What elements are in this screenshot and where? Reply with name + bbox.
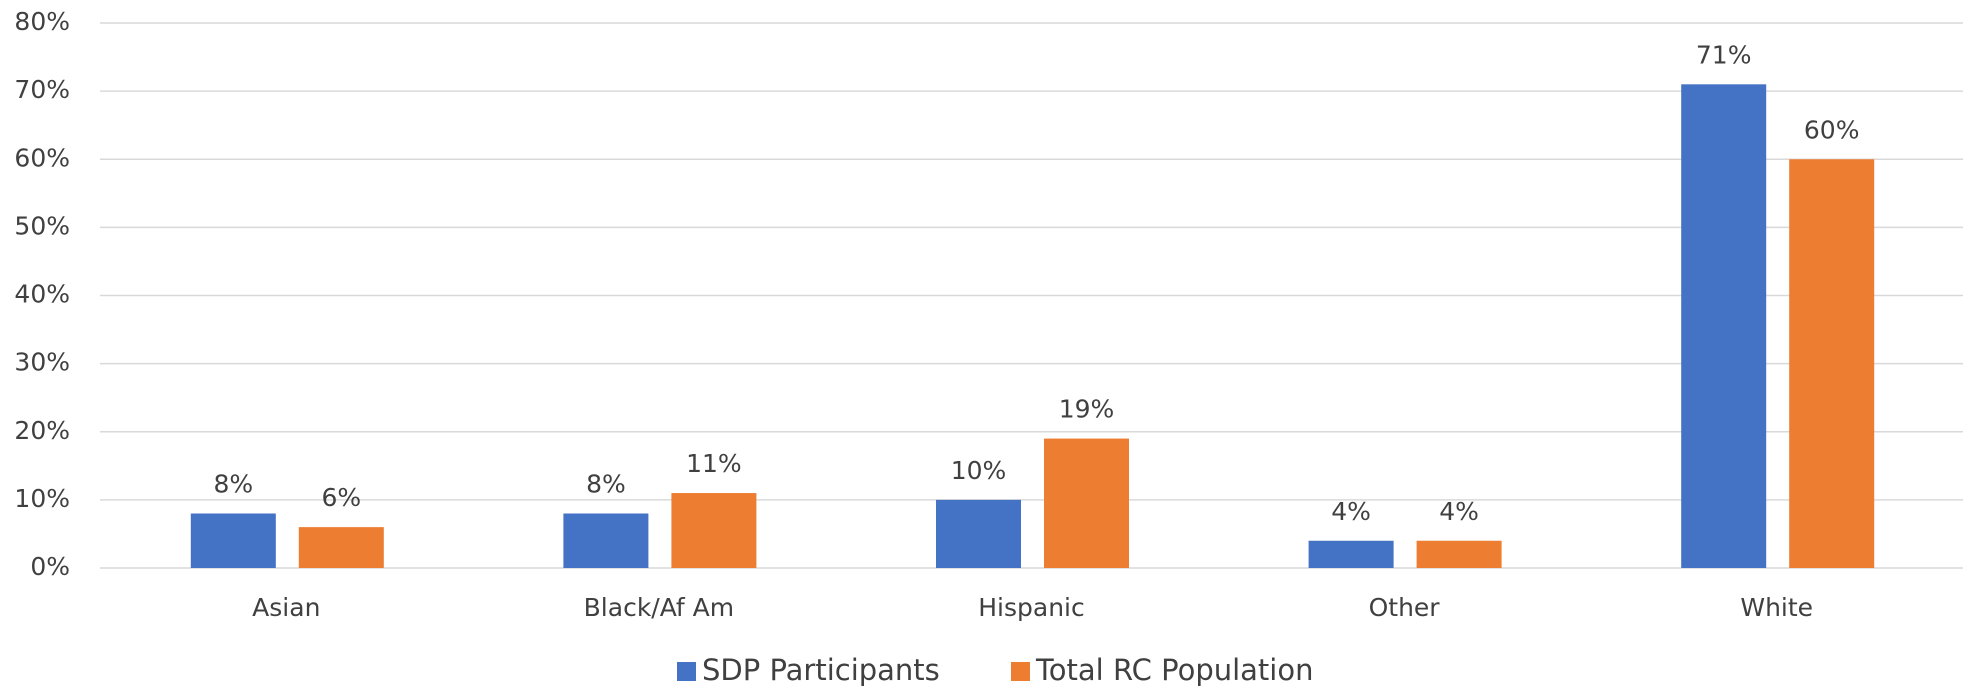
- data-label: 4%: [1439, 497, 1479, 526]
- y-tick-label: 30%: [14, 348, 70, 377]
- x-tick-label: Black/Af Am: [584, 593, 734, 622]
- data-label: 10%: [951, 456, 1007, 485]
- data-label: 8%: [213, 470, 253, 499]
- bar: [1044, 438, 1129, 568]
- data-label: 19%: [1059, 395, 1115, 424]
- legend-swatch: [677, 662, 696, 681]
- legend-swatch: [1011, 662, 1030, 681]
- bar: [1308, 540, 1394, 568]
- data-label: 4%: [1331, 497, 1371, 526]
- y-tick-label: 70%: [14, 75, 70, 104]
- x-tick-label: Hispanic: [978, 593, 1085, 622]
- x-tick-label: White: [1740, 593, 1813, 622]
- y-tick-label: 60%: [14, 143, 70, 172]
- bar: [1789, 159, 1875, 568]
- data-label: 71%: [1696, 40, 1752, 69]
- y-tick-label: 80%: [14, 7, 70, 36]
- y-tick-label: 50%: [14, 211, 70, 240]
- x-tick-label: Other: [1369, 593, 1441, 622]
- legend-label: SDP Participants: [702, 653, 940, 687]
- bar: [1416, 540, 1502, 568]
- y-tick-label: 10%: [14, 484, 70, 513]
- bar: [1681, 84, 1767, 568]
- data-label: 60%: [1804, 115, 1860, 144]
- x-tick-label: Asian: [252, 593, 320, 622]
- data-label: 8%: [586, 470, 626, 499]
- bar: [190, 513, 276, 568]
- bar: [671, 493, 757, 568]
- data-label: 6%: [321, 483, 361, 512]
- data-label: 11%: [686, 449, 742, 478]
- bar: [563, 513, 649, 568]
- bar: [936, 499, 1021, 568]
- y-tick-label: 20%: [14, 416, 70, 445]
- y-tick-label: 0%: [30, 552, 70, 581]
- y-tick-label: 40%: [14, 280, 70, 309]
- bar: [298, 527, 384, 568]
- legend-label: Total RC Population: [1035, 653, 1313, 687]
